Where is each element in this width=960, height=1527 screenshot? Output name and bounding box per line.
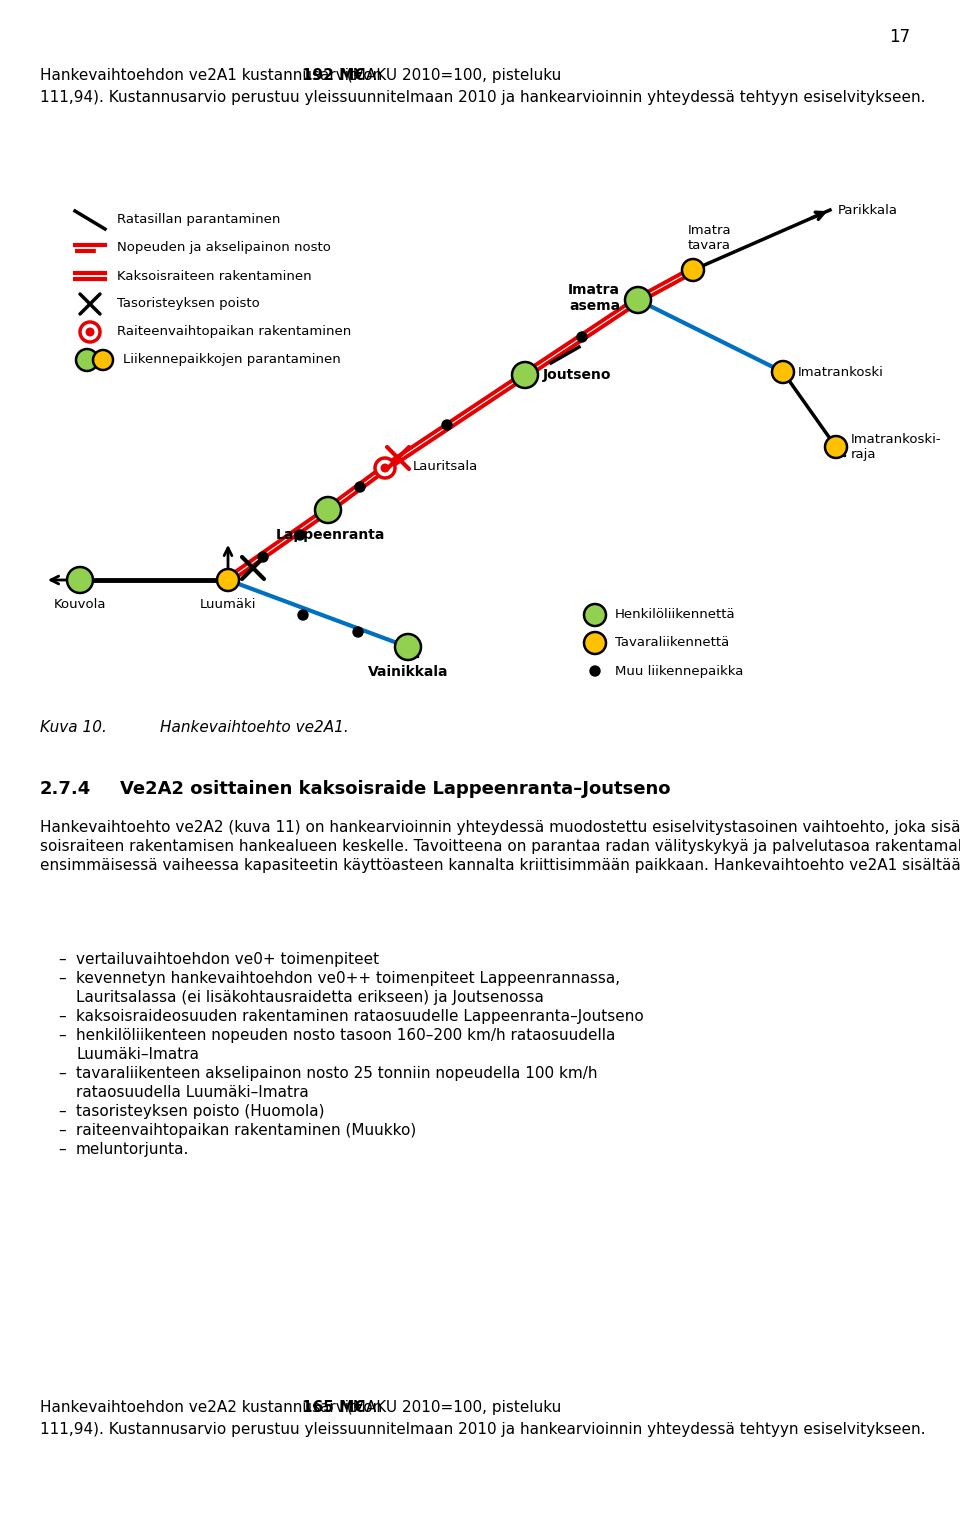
- Text: Nopeuden ja akselipainon nosto: Nopeuden ja akselipainon nosto: [117, 241, 331, 255]
- Text: rataosuudella Luumäki–Imatra: rataosuudella Luumäki–Imatra: [76, 1086, 309, 1099]
- Circle shape: [772, 360, 794, 383]
- Text: Hankevaihtoehto ve2A2 (kuva 11) on hankearvioinnin yhteydessä muodostettu esisel: Hankevaihtoehto ve2A2 (kuva 11) on hanke…: [40, 820, 960, 835]
- Circle shape: [590, 666, 600, 676]
- Text: tasoristeyksen poisto (Huomola): tasoristeyksen poisto (Huomola): [76, 1104, 324, 1119]
- Text: –: –: [58, 1104, 65, 1119]
- Circle shape: [584, 632, 606, 654]
- Text: ensimmäisessä vaiheessa kapasiteetin käyttöasteen kannalta kriittisimmään paikka: ensimmäisessä vaiheessa kapasiteetin käy…: [40, 858, 960, 873]
- Circle shape: [825, 437, 847, 458]
- Text: kevennetyn hankevaihtoehdon ve0++ toimenpiteet Lappeenrannassa,: kevennetyn hankevaihtoehdon ve0++ toimen…: [76, 971, 620, 986]
- Text: (MAKU 2010=100, pisteluku: (MAKU 2010=100, pisteluku: [342, 69, 561, 82]
- Text: soisraiteen rakentamisen hankealueen keskelle. Tavoitteena on parantaa radan väl: soisraiteen rakentamisen hankealueen kes…: [40, 838, 960, 854]
- Text: Imatra
asema: Imatra asema: [568, 282, 620, 313]
- Circle shape: [295, 530, 305, 541]
- Text: tavaraliikenteen akselipainon nosto 25 tonniin nopeudella 100 km/h: tavaraliikenteen akselipainon nosto 25 t…: [76, 1066, 597, 1081]
- Text: Henkilöliikennettä: Henkilöliikennettä: [615, 608, 735, 621]
- Circle shape: [395, 634, 421, 660]
- Text: Kouvola: Kouvola: [54, 599, 107, 611]
- Text: 192 M€: 192 M€: [301, 69, 365, 82]
- Text: vertailuvaihtoehdon ve0+ toimenpiteet: vertailuvaihtoehdon ve0+ toimenpiteet: [76, 951, 379, 967]
- Text: meluntorjunta.: meluntorjunta.: [76, 1142, 189, 1157]
- Circle shape: [217, 570, 239, 591]
- Circle shape: [381, 464, 389, 472]
- Text: –: –: [58, 1122, 65, 1138]
- Text: 2.7.4: 2.7.4: [40, 780, 91, 799]
- Text: –: –: [58, 951, 65, 967]
- Text: –: –: [58, 1142, 65, 1157]
- Text: Tavaraliikennettä: Tavaraliikennettä: [615, 637, 730, 649]
- Text: 111,94). Kustannusarvio perustuu yleissuunnitelmaan 2010 ja hankearvioinnin yhte: 111,94). Kustannusarvio perustuu yleissu…: [40, 90, 925, 105]
- Text: raiteenvaihtopaikan rakentaminen (Muukko): raiteenvaihtopaikan rakentaminen (Muukko…: [76, 1122, 417, 1138]
- Text: Hankevaihtoehdon ve2A1 kustannusarvio on: Hankevaihtoehdon ve2A1 kustannusarvio on: [40, 69, 387, 82]
- Text: Hankevaihtoehto ve2A1.: Hankevaihtoehto ve2A1.: [160, 721, 348, 734]
- Text: Ve2A2 osittainen kaksoisraide Lappeenranta–Joutseno: Ve2A2 osittainen kaksoisraide Lappeenran…: [120, 780, 670, 799]
- Text: Imatra
tavara: Imatra tavara: [688, 224, 732, 252]
- Text: –: –: [58, 1009, 65, 1025]
- Circle shape: [80, 322, 100, 342]
- Text: –: –: [58, 1028, 65, 1043]
- Text: Joutseno: Joutseno: [543, 368, 612, 382]
- Text: Luumäki–Imatra: Luumäki–Imatra: [76, 1048, 199, 1061]
- Text: henkilöliikenteen nopeuden nosto tasoon 160–200 km/h rataosuudella: henkilöliikenteen nopeuden nosto tasoon …: [76, 1028, 615, 1043]
- Text: Tasoristeyksen poisto: Tasoristeyksen poisto: [117, 298, 260, 310]
- Text: Vainikkala: Vainikkala: [368, 664, 448, 680]
- Text: Raiteenvaihtopaikan rakentaminen: Raiteenvaihtopaikan rakentaminen: [117, 325, 351, 339]
- Circle shape: [86, 328, 94, 336]
- Text: Lauritsala: Lauritsala: [413, 460, 478, 472]
- Text: 111,94). Kustannusarvio perustuu yleissuunnitelmaan 2010 ja hankearvioinnin yhte: 111,94). Kustannusarvio perustuu yleissu…: [40, 1422, 925, 1437]
- Text: Imatrankoski-
raja: Imatrankoski- raja: [851, 434, 942, 461]
- Circle shape: [93, 350, 113, 370]
- Circle shape: [298, 609, 308, 620]
- Text: Liikennepaikkojen parantaminen: Liikennepaikkojen parantaminen: [123, 353, 341, 366]
- Text: Kuva 10.: Kuva 10.: [40, 721, 107, 734]
- Circle shape: [682, 260, 704, 281]
- Circle shape: [512, 362, 538, 388]
- Text: Parikkala: Parikkala: [838, 203, 898, 217]
- Text: Lauritsalassa (ei lisäkohtausraidetta erikseen) ja Joutsenossa: Lauritsalassa (ei lisäkohtausraidetta er…: [76, 989, 544, 1005]
- Text: Hankevaihtoehdon ve2A2 kustannusarvio on: Hankevaihtoehdon ve2A2 kustannusarvio on: [40, 1400, 387, 1416]
- Text: Ratasillan parantaminen: Ratasillan parantaminen: [117, 214, 280, 226]
- Text: Imatrankoski: Imatrankoski: [798, 365, 884, 379]
- Text: Luumäki: Luumäki: [200, 599, 256, 611]
- Circle shape: [258, 551, 268, 562]
- Circle shape: [353, 628, 363, 637]
- Text: Kaksoisraiteen rakentaminen: Kaksoisraiteen rakentaminen: [117, 269, 312, 282]
- Circle shape: [577, 331, 587, 342]
- Circle shape: [315, 496, 341, 524]
- Text: Muu liikennepaikka: Muu liikennepaikka: [615, 664, 743, 678]
- Text: –: –: [58, 1066, 65, 1081]
- Circle shape: [584, 605, 606, 626]
- Text: 165 M€: 165 M€: [301, 1400, 365, 1416]
- Circle shape: [375, 458, 395, 478]
- Text: kaksoisraideosuuden rakentaminen rataosuudelle Lappeenranta–Joutseno: kaksoisraideosuuden rakentaminen rataosu…: [76, 1009, 644, 1025]
- Circle shape: [625, 287, 651, 313]
- Text: –: –: [58, 971, 65, 986]
- Circle shape: [67, 567, 93, 592]
- Text: Lappeenranta: Lappeenranta: [276, 528, 385, 542]
- Circle shape: [76, 350, 98, 371]
- Text: (MAKU 2010=100, pisteluku: (MAKU 2010=100, pisteluku: [342, 1400, 561, 1416]
- Circle shape: [355, 483, 365, 492]
- Circle shape: [442, 420, 452, 431]
- Text: 17: 17: [889, 27, 910, 46]
